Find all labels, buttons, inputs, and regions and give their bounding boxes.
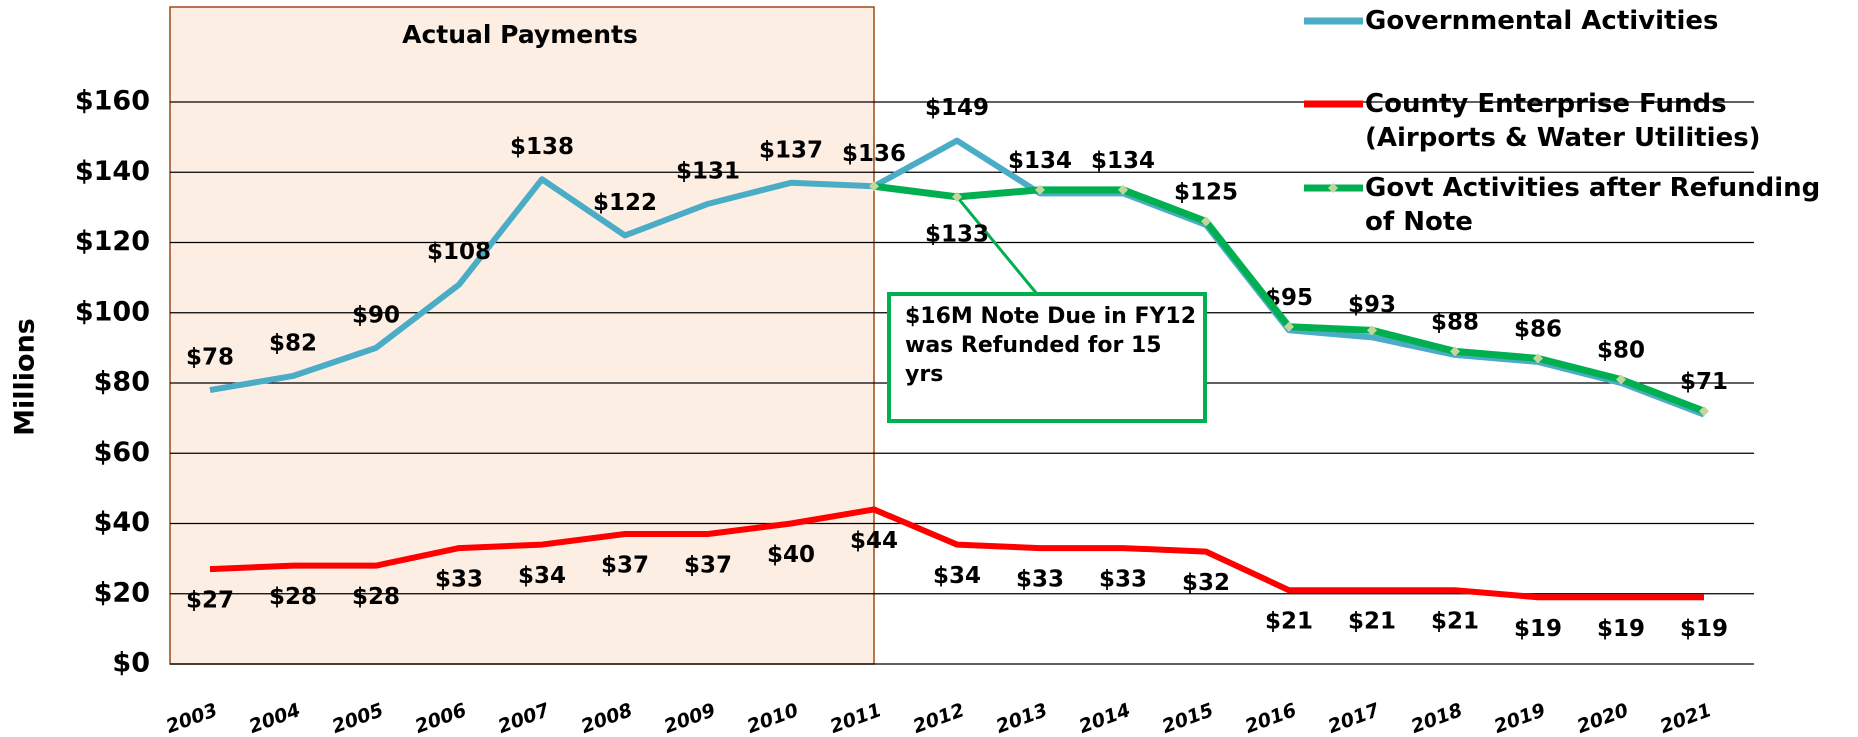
y-tick-label: $60	[94, 437, 150, 468]
y-tick-label: $120	[75, 226, 150, 257]
data-label: $137	[759, 137, 823, 163]
data-label: $33	[1016, 567, 1064, 593]
x-tick-label: 2014	[1076, 699, 1133, 737]
point-marker	[1699, 406, 1709, 417]
point-marker	[1118, 184, 1128, 195]
x-tick-label: 2009	[661, 699, 718, 737]
point-marker	[1450, 346, 1460, 357]
data-label: $149	[925, 95, 989, 121]
data-label: $28	[352, 584, 400, 610]
legend-label: Governmental Activities	[1365, 6, 1719, 36]
x-tick-label: 2003	[163, 699, 220, 737]
point-marker	[1533, 353, 1543, 364]
x-tick-label: 2021	[1657, 699, 1714, 737]
data-label: $21	[1265, 609, 1313, 635]
data-label: $44	[850, 528, 898, 554]
data-label: $93	[1348, 292, 1396, 318]
annotation: $16M Note Due in FY12 was Refunded for 1…	[905, 304, 1197, 387]
y-tick-label: $20	[94, 577, 150, 608]
data-label: $27	[186, 588, 234, 614]
x-tick-label: 2020	[1574, 699, 1631, 737]
point-marker	[1616, 374, 1626, 385]
series-line	[209, 506, 1704, 601]
data-label: $90	[352, 302, 400, 328]
annotation-connector	[955, 195, 1039, 295]
data-label: $28	[269, 584, 317, 610]
annotation-text: $16M Note Due in FY12 was Refunded for 1…	[905, 304, 1197, 387]
data-label: $37	[601, 553, 649, 579]
point-marker	[952, 191, 962, 202]
data-label: $71	[1680, 369, 1728, 395]
data-label: $133	[925, 221, 989, 247]
x-tick-label: 2012	[910, 699, 967, 737]
x-tick-label: 2016	[1242, 699, 1299, 737]
data-label: $34	[933, 563, 981, 589]
actual-payments-region	[169, 6, 875, 665]
data-label: $86	[1514, 316, 1562, 342]
data-label: $134	[1008, 148, 1072, 174]
data-label: $125	[1174, 179, 1238, 205]
x-tick-label: 2017	[1325, 699, 1383, 737]
legend-entry: Govt Activities after Refunding of Note	[1365, 173, 1821, 237]
data-label: $138	[510, 134, 574, 160]
legend-label: Govt Activities after Refunding of Note	[1365, 173, 1821, 237]
data-label: $78	[186, 345, 234, 371]
annotation-box	[887, 292, 1207, 423]
x-tick-label: 2005	[329, 699, 386, 737]
x-tick-label: 2010	[744, 699, 801, 737]
data-label: $88	[1431, 309, 1479, 335]
data-label: $37	[684, 553, 732, 579]
y-tick-label: $40	[94, 507, 150, 538]
x-tick-label: 2015	[1159, 699, 1216, 737]
data-label: $19	[1680, 616, 1728, 642]
point-marker	[1035, 184, 1045, 195]
data-label: $19	[1597, 616, 1645, 642]
data-label: $33	[1099, 567, 1147, 593]
x-tick-label: 2004	[246, 699, 303, 737]
point-marker	[869, 181, 879, 192]
legend-entry: Governmental Activities	[1365, 6, 1719, 36]
data-label: $21	[1348, 609, 1396, 635]
point-marker	[1367, 325, 1377, 336]
y-tick-label: $80	[94, 367, 150, 398]
x-tick-label: 2013	[993, 699, 1050, 737]
legend-label: County Enterprise Funds (Airports & Wate…	[1365, 89, 1761, 153]
data-label: $134	[1091, 148, 1155, 174]
x-tick-label: 2008	[578, 699, 635, 737]
data-label: $19	[1514, 616, 1562, 642]
data-label: $34	[518, 563, 566, 589]
y-tick-label: $160	[75, 86, 150, 117]
x-tick-label: 2019	[1491, 699, 1548, 737]
y-tick-label: $140	[75, 156, 150, 187]
x-tick-label: 2011	[827, 699, 884, 737]
data-label: $32	[1182, 570, 1230, 596]
legend-marker	[1328, 183, 1338, 193]
region-label: Actual Payments	[402, 20, 638, 49]
data-label: $33	[435, 567, 483, 593]
y-tick-label: $0	[112, 648, 150, 679]
data-label: $108	[427, 239, 491, 265]
data-label: $136	[842, 141, 906, 167]
y-axis-label: Millions	[10, 318, 41, 436]
y-tick-label: $100	[75, 296, 150, 327]
legend-entry: County Enterprise Funds (Airports & Wate…	[1365, 89, 1761, 153]
x-tick-label: 2007	[495, 699, 553, 737]
x-tick-label: 2006	[412, 699, 469, 737]
data-label: $82	[269, 330, 317, 356]
x-tick-label: 2018	[1408, 699, 1465, 737]
point-marker	[1284, 321, 1294, 332]
data-label: $40	[767, 542, 815, 568]
data-label: $80	[1597, 338, 1645, 364]
data-label: $21	[1431, 609, 1479, 635]
data-label: $131	[676, 158, 740, 184]
data-label: $122	[593, 190, 657, 216]
point-marker	[1201, 216, 1211, 227]
